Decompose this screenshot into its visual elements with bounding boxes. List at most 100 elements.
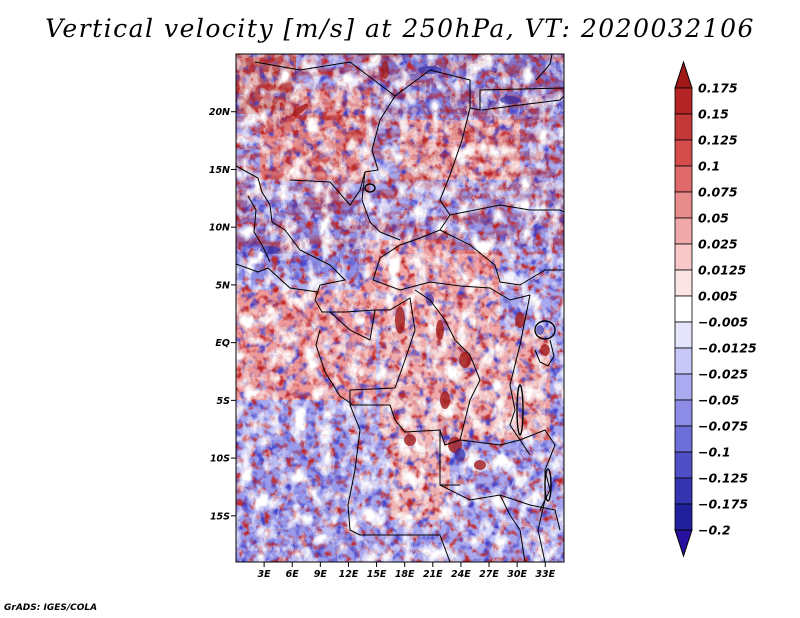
colorbar-label: −0.0125	[698, 341, 757, 356]
colorbar-bin	[674, 217, 693, 245]
border-line	[236, 263, 319, 293]
colorbar-bottom-arrow	[674, 529, 693, 558]
country-borders	[236, 54, 564, 562]
colorbar-label: 0.05	[698, 211, 729, 226]
x-tick-label: 12E	[339, 569, 359, 580]
grads-credit: GrADS: IGES/COLA	[4, 603, 98, 613]
colorbar-label: −0.025	[698, 367, 748, 382]
colorbar-bin	[674, 425, 693, 453]
strong-downdraft-cell	[500, 96, 520, 104]
colorbar-bin	[674, 191, 693, 219]
y-tick-label: 20N	[209, 107, 230, 118]
x-tick-label: 33E	[535, 569, 555, 580]
x-tick-label: 3E	[258, 569, 272, 580]
x-tick-label: 27E	[479, 569, 499, 580]
border-line	[481, 95, 564, 111]
border-line	[439, 229, 564, 286]
x-tick-label: 21E	[423, 569, 443, 580]
colorbar	[674, 60, 693, 558]
border-line	[361, 171, 401, 241]
x-tick-label: 24E	[451, 569, 471, 580]
strong-updraft-cell	[459, 352, 471, 368]
colorbar-bin	[674, 503, 693, 531]
y-tick-label: 15N	[209, 165, 230, 176]
x-tick-label: 30E	[507, 569, 527, 580]
strong-updraft-cell	[381, 61, 389, 79]
colorbar-top-arrow	[674, 60, 693, 89]
colorbar-bin	[674, 87, 693, 115]
border-line	[449, 204, 564, 216]
border-line	[534, 339, 555, 367]
plot-frame	[235, 53, 565, 563]
colorbar-labels: 0.175 0.15 0.125 0.1 0.075 0.05 0.025 0.0125 0.0…	[698, 81, 757, 538]
colorbar-bin	[674, 477, 693, 505]
y-tick-label: 5N	[215, 280, 230, 291]
colorbar-bin	[674, 269, 693, 297]
colorbar-label: 0.005	[698, 289, 738, 304]
colorbar-label: −0.005	[698, 315, 748, 330]
border-line	[289, 171, 366, 206]
colorbar-bin	[674, 373, 693, 401]
colorbar-label: 0.1	[698, 159, 720, 174]
border-line	[439, 534, 451, 562]
colorbar-label: 0.125	[698, 133, 738, 148]
colorbar-label: 0.175	[698, 81, 738, 96]
lake-chad	[364, 183, 376, 193]
colorbar-bin	[674, 321, 693, 349]
strong-updraft-cell	[436, 320, 444, 340]
border-line	[509, 294, 531, 456]
border-line	[349, 297, 416, 405]
colorbar-bin	[674, 347, 693, 375]
border-line	[347, 404, 440, 536]
border-line	[535, 54, 553, 81]
colorbar-bin	[674, 295, 693, 323]
colorbar-label: −0.1	[698, 445, 731, 460]
strong-updraft-cell	[440, 391, 450, 409]
border-line	[499, 494, 526, 562]
colorbar-label: −0.075	[698, 419, 748, 434]
strong-updraft-cell	[395, 306, 405, 334]
colorbar-label: −0.175	[698, 497, 748, 512]
border-line	[254, 61, 396, 173]
lakes	[364, 183, 556, 502]
chart-title: Vertical velocity [m/s] at 250hPa, VT: 2…	[45, 14, 755, 43]
strong-updraft-cell	[540, 344, 550, 356]
colorbar-bin	[674, 113, 693, 141]
colorbar-bin	[674, 243, 693, 271]
velocity-field-map	[236, 54, 564, 562]
border-line	[372, 279, 531, 301]
y-axis: 20N 15N 10N 5N EQ 5S 10S 15S	[209, 107, 236, 522]
x-tick-label: 6E	[286, 569, 300, 580]
border-line	[236, 165, 347, 313]
colorbar-label: 0.075	[698, 185, 738, 200]
colorbar-label: −0.05	[698, 393, 740, 408]
colorbar-bin	[674, 399, 693, 427]
y-tick-label: 15S	[210, 511, 230, 522]
colorbar-bin	[674, 139, 693, 167]
strong-downdraft-cell	[536, 325, 544, 335]
y-tick-label: EQ	[215, 338, 230, 349]
border-line	[459, 429, 556, 511]
border-line	[414, 289, 481, 446]
lake-tanganyika	[516, 384, 524, 436]
y-tick-label: 5S	[217, 396, 231, 407]
border-line	[329, 309, 376, 341]
strong-updraft-cell	[404, 434, 416, 446]
strong-updraft-cell	[291, 103, 309, 117]
strong-updraft-cell	[474, 460, 486, 470]
border-line	[315, 329, 353, 405]
border-line	[372, 107, 471, 281]
colorbar-label: 0.0125	[698, 263, 747, 278]
colorbar-label: −0.2	[698, 523, 731, 538]
x-tick-label: 18E	[395, 569, 415, 580]
strong-downdraft-cell	[455, 448, 465, 462]
x-axis: 3E 6E 9E 12E 15E 18E 21E 24E 27E 30E 33E	[258, 562, 556, 580]
x-tick-label: 15E	[367, 569, 387, 580]
y-tick-label: 10S	[210, 454, 230, 465]
border-line	[439, 484, 561, 531]
colorbar-label: 0.025	[698, 237, 738, 252]
strong-updraft-cell	[515, 312, 525, 328]
x-tick-label: 9E	[314, 569, 328, 580]
lake-malawi	[544, 468, 552, 502]
